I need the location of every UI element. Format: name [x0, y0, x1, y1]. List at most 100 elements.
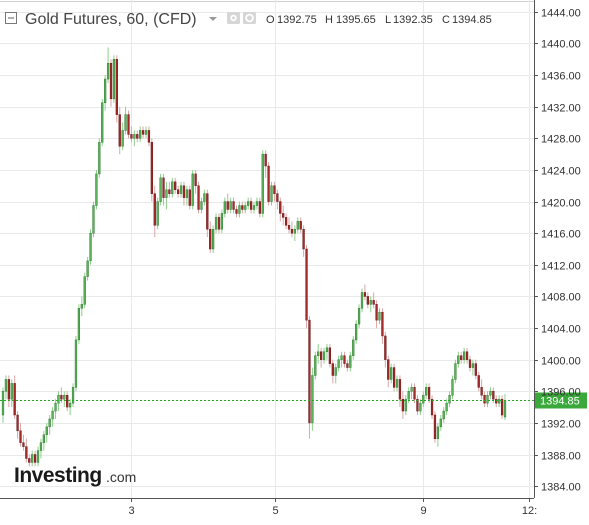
- candle-body: [66, 394, 69, 408]
- candle-up: [422, 391, 425, 408]
- candle-body: [77, 308, 81, 341]
- candle-down: [130, 126, 133, 143]
- candle-body: [71, 387, 75, 404]
- candle-up: [378, 308, 381, 325]
- candle-body: [235, 209, 238, 214]
- candle-body: [86, 260, 89, 277]
- candle-body: [308, 319, 311, 424]
- candle-up: [337, 355, 340, 372]
- candle-body: [80, 304, 83, 309]
- candle-down: [182, 181, 186, 206]
- candle-body: [247, 201, 250, 206]
- y-tick-label: 1412.00: [541, 261, 581, 273]
- candle-body: [445, 402, 448, 412]
- candle-up: [121, 122, 124, 151]
- settings-icon[interactable]: [243, 12, 256, 24]
- current-price-label: 1394.85: [540, 396, 580, 408]
- candle-body: [503, 400, 507, 418]
- candle-body: [63, 394, 66, 400]
- candle-body: [419, 402, 422, 412]
- candle-down: [235, 205, 238, 218]
- candle-down: [290, 221, 294, 238]
- candle-up: [92, 201, 95, 238]
- high-label: H: [325, 14, 333, 26]
- candle-up: [104, 75, 107, 111]
- candle-up: [124, 106, 127, 135]
- candle-body: [25, 446, 28, 459]
- candle-body: [31, 454, 34, 463]
- candle-body: [334, 367, 337, 376]
- candle-body: [171, 181, 174, 194]
- candle-down: [150, 138, 153, 202]
- candle-body: [465, 351, 469, 360]
- candle-down: [115, 55, 118, 123]
- candle-body: [284, 217, 288, 226]
- candle-up: [156, 197, 159, 230]
- candle-down: [249, 197, 253, 214]
- candle-down: [153, 185, 156, 238]
- candle-body: [395, 379, 399, 388]
- candle-body: [197, 185, 200, 210]
- investing-logo: Investing .com: [14, 464, 136, 487]
- candle-body: [378, 311, 381, 321]
- candle-up: [71, 383, 75, 408]
- candle-up: [36, 446, 40, 467]
- candle-body: [471, 363, 475, 368]
- candle-body: [176, 189, 180, 194]
- high-value: 1395.65: [336, 14, 376, 26]
- candle-down: [331, 359, 334, 384]
- candle-up: [357, 304, 361, 329]
- candle-up: [144, 126, 148, 139]
- candle-body: [168, 189, 171, 194]
- candle-down: [372, 292, 375, 309]
- title-dropdown-icon[interactable]: [209, 17, 217, 21]
- candle-body: [480, 387, 483, 396]
- visibility-icon[interactable]: [227, 12, 240, 24]
- candle-body: [174, 181, 177, 190]
- candle-body: [7, 379, 10, 400]
- candle-body: [179, 185, 183, 194]
- candle-down: [392, 363, 396, 392]
- candle-body: [10, 383, 13, 400]
- candle-body: [270, 185, 273, 202]
- candle-body: [492, 391, 495, 400]
- candle-up: [352, 335, 355, 360]
- candle-down: [480, 379, 483, 400]
- candle-body: [483, 394, 486, 404]
- candle-body: [387, 359, 390, 380]
- candle-body: [109, 62, 113, 100]
- candle-down: [282, 205, 285, 226]
- candle-down: [500, 395, 504, 419]
- candle-body: [302, 228, 305, 250]
- candle-down: [147, 126, 151, 147]
- candle-down: [427, 383, 431, 404]
- candle-up: [106, 47, 110, 83]
- candle-body: [232, 201, 235, 210]
- candle-up: [98, 138, 101, 178]
- candle-up: [252, 201, 256, 214]
- candle-up: [229, 197, 232, 214]
- low-value: 1392.35: [393, 14, 433, 26]
- candle-body: [118, 114, 121, 147]
- candle-body: [112, 59, 116, 100]
- candle-body: [92, 205, 95, 234]
- candle-up: [200, 197, 203, 214]
- candle-up: [238, 201, 241, 218]
- candle-body: [209, 228, 212, 250]
- candle-up: [203, 189, 206, 206]
- candle-body: [314, 355, 317, 376]
- y-tick-label: 1416.00: [541, 229, 581, 241]
- candle-up: [261, 150, 264, 218]
- y-tick-label: 1444.00: [541, 8, 581, 20]
- candle-down: [28, 454, 31, 467]
- candle-body: [337, 359, 340, 368]
- candle-body: [139, 130, 142, 139]
- candle-body: [249, 201, 253, 210]
- candle-body: [404, 398, 407, 412]
- candle-body: [127, 114, 130, 135]
- candle-down: [206, 189, 209, 238]
- candle-body: [104, 78, 107, 104]
- candle-up: [214, 213, 218, 234]
- candle-down: [7, 375, 10, 408]
